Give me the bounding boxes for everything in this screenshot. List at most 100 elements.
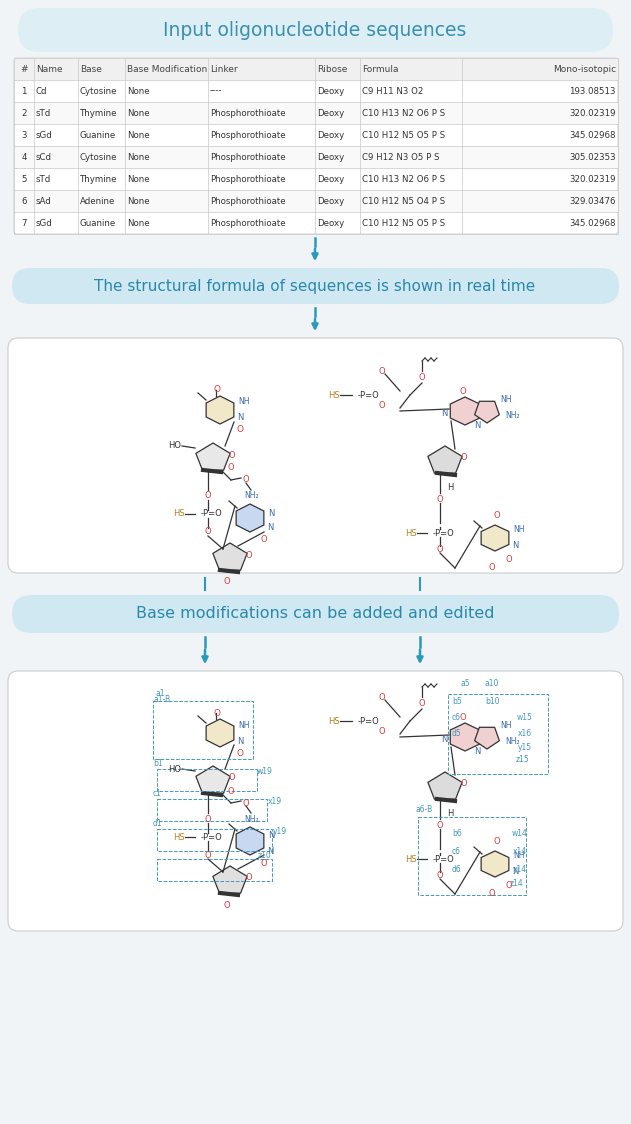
Text: C10 H12 N5 O5 P S: C10 H12 N5 O5 P S — [362, 218, 445, 227]
Text: -P=O: -P=O — [201, 833, 223, 842]
Text: Base: Base — [80, 64, 102, 73]
Text: Input oligonucleotide sequences: Input oligonucleotide sequences — [163, 20, 467, 39]
Text: HS: HS — [328, 716, 340, 725]
Polygon shape — [428, 446, 462, 473]
Text: c1: c1 — [153, 789, 162, 798]
Text: O: O — [245, 873, 252, 882]
Text: O: O — [228, 451, 235, 460]
FancyBboxPatch shape — [12, 268, 619, 303]
Text: O: O — [228, 787, 234, 796]
Text: NH₂: NH₂ — [505, 736, 519, 745]
Text: NH: NH — [500, 395, 512, 404]
Text: N: N — [440, 734, 447, 743]
Text: sAd: sAd — [36, 197, 52, 206]
Text: N: N — [474, 746, 480, 755]
Bar — [448, 694, 548, 774]
Text: O: O — [460, 713, 466, 722]
Bar — [157, 799, 267, 821]
Text: O: O — [261, 535, 268, 544]
Text: C10 H12 N5 O4 P S: C10 H12 N5 O4 P S — [362, 197, 445, 206]
Text: Deoxy: Deoxy — [317, 197, 345, 206]
Text: HS: HS — [405, 528, 417, 537]
Text: O: O — [505, 555, 512, 564]
Text: Mono-isotopic: Mono-isotopic — [553, 64, 616, 73]
Text: O: O — [213, 708, 220, 717]
Text: NH₂: NH₂ — [505, 410, 519, 419]
Text: NH: NH — [513, 852, 524, 861]
FancyBboxPatch shape — [8, 338, 623, 573]
Text: a5: a5 — [460, 680, 470, 689]
Text: Adenine: Adenine — [80, 197, 115, 206]
Text: z10: z10 — [258, 852, 272, 861]
Text: 6: 6 — [21, 197, 27, 206]
Text: O: O — [419, 372, 425, 381]
Text: Deoxy: Deoxy — [317, 109, 345, 118]
Text: O: O — [223, 578, 230, 587]
Text: N: N — [267, 524, 273, 533]
Text: HS: HS — [328, 390, 340, 399]
Text: O: O — [237, 749, 244, 758]
Text: O: O — [460, 387, 466, 396]
Polygon shape — [428, 772, 462, 799]
Text: O: O — [488, 889, 495, 898]
Text: Cd: Cd — [36, 87, 47, 96]
Text: z15: z15 — [515, 754, 529, 763]
Text: Phosphorothioate: Phosphorothioate — [210, 218, 286, 227]
Text: sTd: sTd — [36, 174, 51, 183]
Text: HO: HO — [168, 442, 181, 451]
Text: ----: ---- — [210, 87, 223, 96]
Text: z14: z14 — [510, 879, 524, 888]
Text: N: N — [237, 736, 244, 745]
Text: None: None — [127, 197, 150, 206]
Text: NH: NH — [238, 720, 249, 729]
Text: x14: x14 — [513, 847, 527, 856]
Polygon shape — [451, 397, 480, 425]
Text: O: O — [493, 511, 500, 520]
Polygon shape — [213, 543, 247, 570]
Text: O: O — [243, 798, 249, 807]
Text: Deoxy: Deoxy — [317, 153, 345, 162]
Polygon shape — [213, 865, 247, 894]
Text: a1: a1 — [155, 689, 165, 698]
Text: HO: HO — [168, 764, 181, 773]
Text: 4: 4 — [21, 153, 27, 162]
Text: N: N — [512, 868, 519, 877]
Text: a1-B: a1-B — [153, 695, 170, 704]
Text: O: O — [379, 366, 386, 375]
Text: Deoxy: Deoxy — [317, 174, 345, 183]
Bar — [418, 817, 526, 895]
Bar — [157, 830, 272, 851]
Text: Formula: Formula — [362, 64, 399, 73]
Polygon shape — [206, 396, 234, 424]
Text: Cytosine: Cytosine — [80, 153, 117, 162]
Text: Deoxy: Deoxy — [317, 87, 345, 96]
Text: N: N — [268, 832, 274, 841]
Text: O: O — [204, 527, 211, 536]
Text: H: H — [447, 808, 453, 817]
Text: d1: d1 — [153, 818, 163, 827]
Text: N: N — [440, 408, 447, 417]
Text: NH: NH — [513, 526, 524, 535]
Text: 7: 7 — [21, 218, 27, 227]
Text: O: O — [237, 426, 244, 435]
Text: 2: 2 — [21, 109, 27, 118]
Text: b1: b1 — [153, 759, 163, 768]
Polygon shape — [236, 504, 264, 532]
Text: C10 H12 N5 O5 P S: C10 H12 N5 O5 P S — [362, 130, 445, 139]
Text: Deoxy: Deoxy — [317, 130, 345, 139]
Text: O: O — [379, 692, 386, 701]
Polygon shape — [196, 443, 230, 470]
Text: C10 H13 N2 O6 P S: C10 H13 N2 O6 P S — [362, 109, 445, 118]
Text: Linker: Linker — [210, 64, 238, 73]
Text: Phosphorothioate: Phosphorothioate — [210, 153, 286, 162]
Text: 329.03476: 329.03476 — [570, 197, 616, 206]
Text: O: O — [204, 815, 211, 824]
Text: O: O — [505, 881, 512, 890]
Text: O: O — [204, 851, 211, 860]
Text: Phosphorothioate: Phosphorothioate — [210, 174, 286, 183]
Text: sGd: sGd — [36, 130, 53, 139]
Text: Thymine: Thymine — [80, 174, 117, 183]
Text: 345.02968: 345.02968 — [570, 130, 616, 139]
Text: O: O — [493, 837, 500, 846]
Text: y15: y15 — [518, 743, 532, 752]
